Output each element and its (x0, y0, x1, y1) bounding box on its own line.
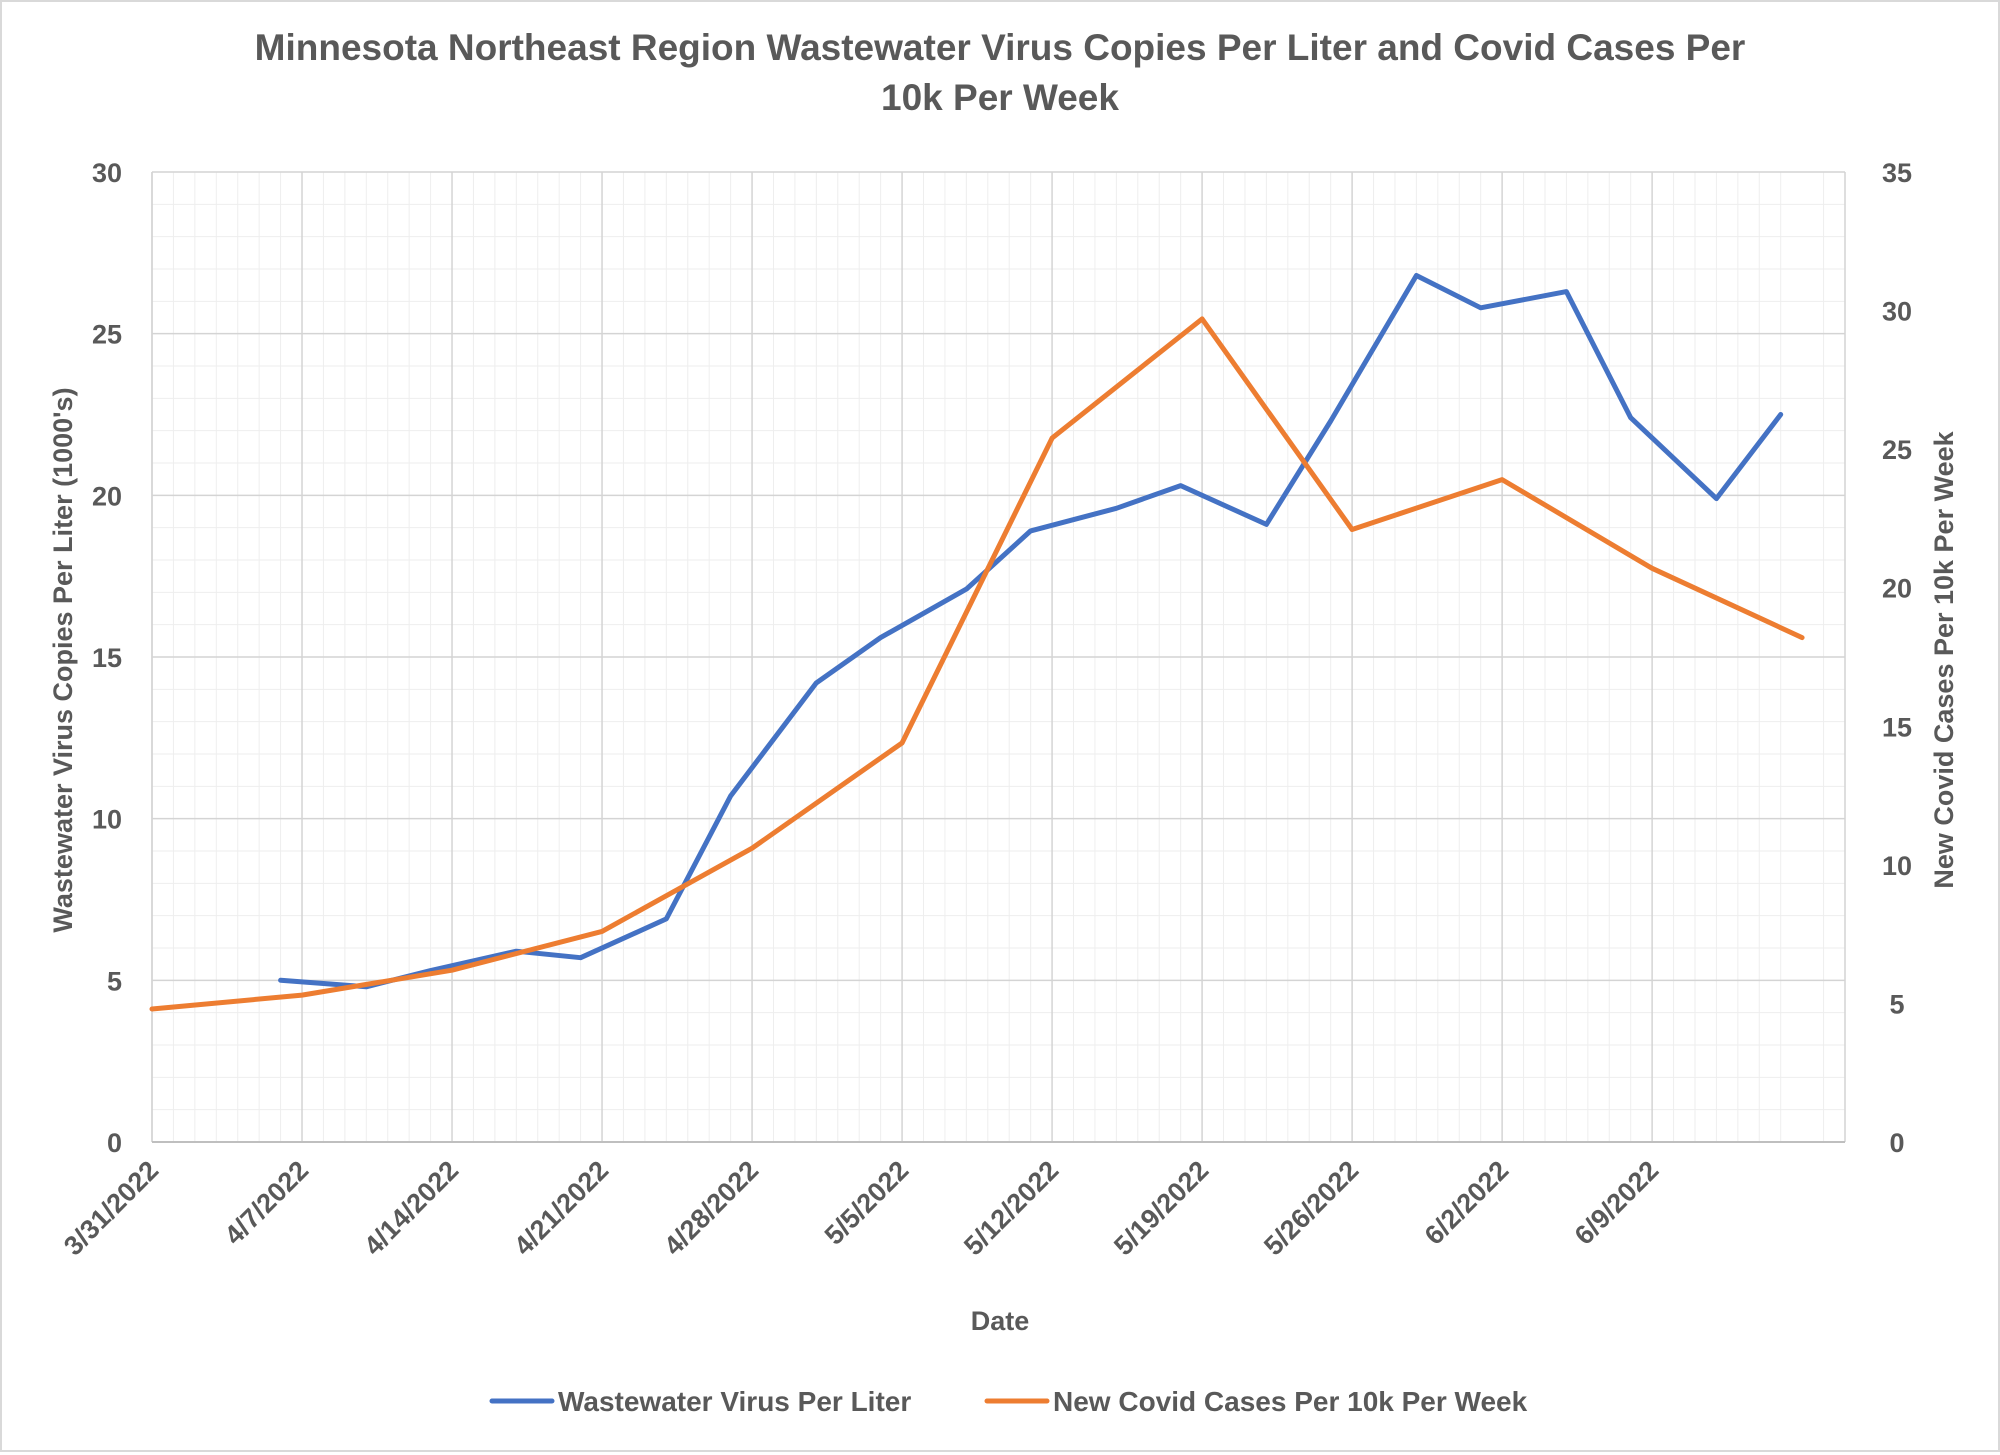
series-line-wastewater (278, 273, 1784, 990)
x-tick-label: 4/28/2022 (658, 1155, 764, 1261)
x-tick-label: 5/5/2022 (819, 1155, 915, 1251)
x-axis-ticks: 3/31/2022 4/7/2022 4/14/2022 4/21/2022 4/28/… (58, 1155, 1664, 1261)
x-tick-label: 6/9/2022 (1569, 1155, 1665, 1251)
y2-tick-label: 5 (1889, 989, 1904, 1019)
series-layer (149, 273, 1805, 1012)
x-tick-label: 4/14/2022 (358, 1155, 464, 1261)
x-tick-label: 5/19/2022 (1108, 1155, 1214, 1261)
y-tick-label: 20 (92, 481, 122, 511)
legend-label-covid-cases: New Covid Cases Per 10k Per Week (1053, 1386, 1528, 1417)
legend: Wastewater Virus Per Liter New Covid Cas… (489, 1386, 1528, 1417)
y2-tick-label: 35 (1882, 158, 1912, 188)
x-tick-label: 3/31/2022 (58, 1155, 164, 1261)
y2-axis-ticks: 0 5 10 15 20 25 30 35 (1882, 158, 1912, 1158)
chart-title-line-2: 10k Per Week (881, 77, 1119, 118)
y2-tick-label: 0 (1889, 1128, 1904, 1158)
x-tick-label: 4/7/2022 (219, 1155, 315, 1251)
y2-tick-label: 30 (1882, 297, 1912, 327)
series-line-covid-cases (149, 316, 1805, 1012)
legend-label-wastewater: Wastewater Virus Per Liter (558, 1386, 911, 1417)
major-gridlines (151, 171, 1846, 1143)
chart-title-line-1: Minnesota Northeast Region Wastewater Vi… (255, 27, 1746, 68)
x-tick-label: 5/12/2022 (958, 1155, 1064, 1261)
chart-title: Minnesota Northeast Region Wastewater Vi… (255, 27, 1746, 118)
y2-tick-label: 10 (1882, 851, 1912, 881)
y-axis-title: Wastewater Virus Copies Per Liter (1000'… (48, 387, 78, 932)
x-axis-title: Date (971, 1306, 1030, 1336)
x-tick-label: 5/26/2022 (1258, 1155, 1364, 1261)
y-tick-label: 0 (107, 1128, 122, 1158)
y-tick-label: 30 (92, 158, 122, 188)
y2-tick-label: 25 (1882, 435, 1912, 465)
y2-tick-label: 15 (1882, 712, 1912, 742)
x-tick-label: 4/21/2022 (508, 1155, 614, 1261)
y-tick-label: 15 (92, 643, 122, 673)
y2-axis-title: New Covid Cases Per 10k Per Week (1929, 430, 1959, 888)
x-tick-label: 6/2/2022 (1419, 1155, 1515, 1251)
y-tick-label: 5 (107, 966, 122, 996)
y-axis-ticks: 0 5 10 15 20 25 30 (92, 158, 122, 1158)
plot-axes (151, 172, 1845, 1143)
y2-tick-label: 20 (1882, 574, 1912, 604)
y-tick-label: 10 (92, 805, 122, 835)
y-tick-label: 25 (92, 320, 122, 350)
